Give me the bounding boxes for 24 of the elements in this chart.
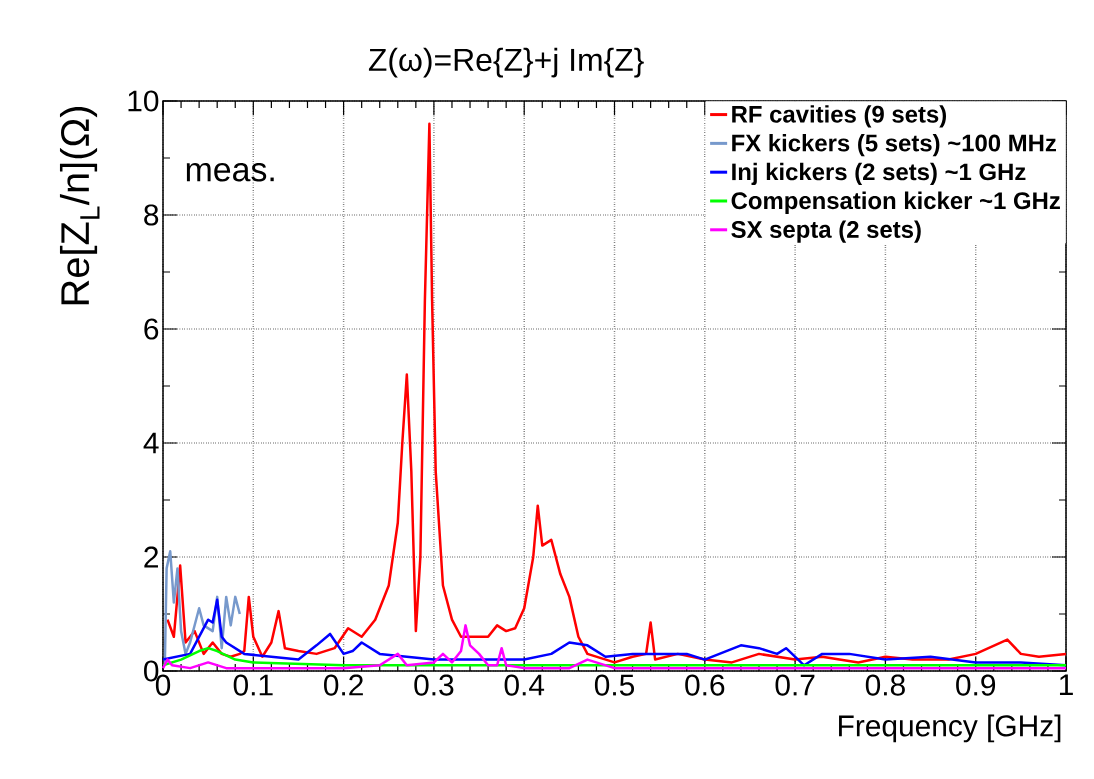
x-tick-label: 1 bbox=[1059, 674, 1073, 696]
y-axis-title: Re[Z$_{L}$/n](Ω) bbox=[59, 106, 100, 305]
legend-label: FX kickers (5 sets) ~100 MHz bbox=[732, 133, 1056, 157]
y-tick-label: 8 bbox=[144, 204, 159, 226]
x-tick-label: 0.7 bbox=[775, 674, 815, 696]
text: RF cavities (9 sets) bbox=[732, 105, 947, 128]
y-tick-label: 2 bbox=[144, 546, 158, 568]
x-tick-label: 0.3 bbox=[414, 674, 454, 696]
annotation: meas. bbox=[186, 162, 274, 182]
x-axis-title: Frequency [GHz] bbox=[839, 714, 1061, 743]
x-tick-label: 0.4 bbox=[504, 674, 545, 696]
legend-label: SX septa (2 sets) bbox=[731, 220, 921, 243]
legend-label: Compensation kicker ~1 GHz bbox=[731, 191, 1060, 214]
x-tick-label: 0.8 bbox=[865, 674, 905, 696]
x-tick-label: 0.9 bbox=[956, 674, 996, 696]
x-tick-label: 0.5 bbox=[594, 674, 635, 696]
legend-label: Inj kickers (2 sets) ~1 GHz bbox=[732, 162, 1026, 186]
y-tick-label: 6 bbox=[144, 318, 159, 340]
x-tick-label: 0.2 bbox=[324, 674, 363, 696]
chart-title: Z(ω)=Re{Z}+j Im{Z} bbox=[368, 47, 644, 78]
x-tick-label: 0.6 bbox=[685, 674, 725, 696]
y-tick-label: 4 bbox=[143, 432, 159, 454]
x-tick-label: 0.1 bbox=[233, 674, 273, 696]
y-tick-label: 10 bbox=[128, 90, 159, 112]
